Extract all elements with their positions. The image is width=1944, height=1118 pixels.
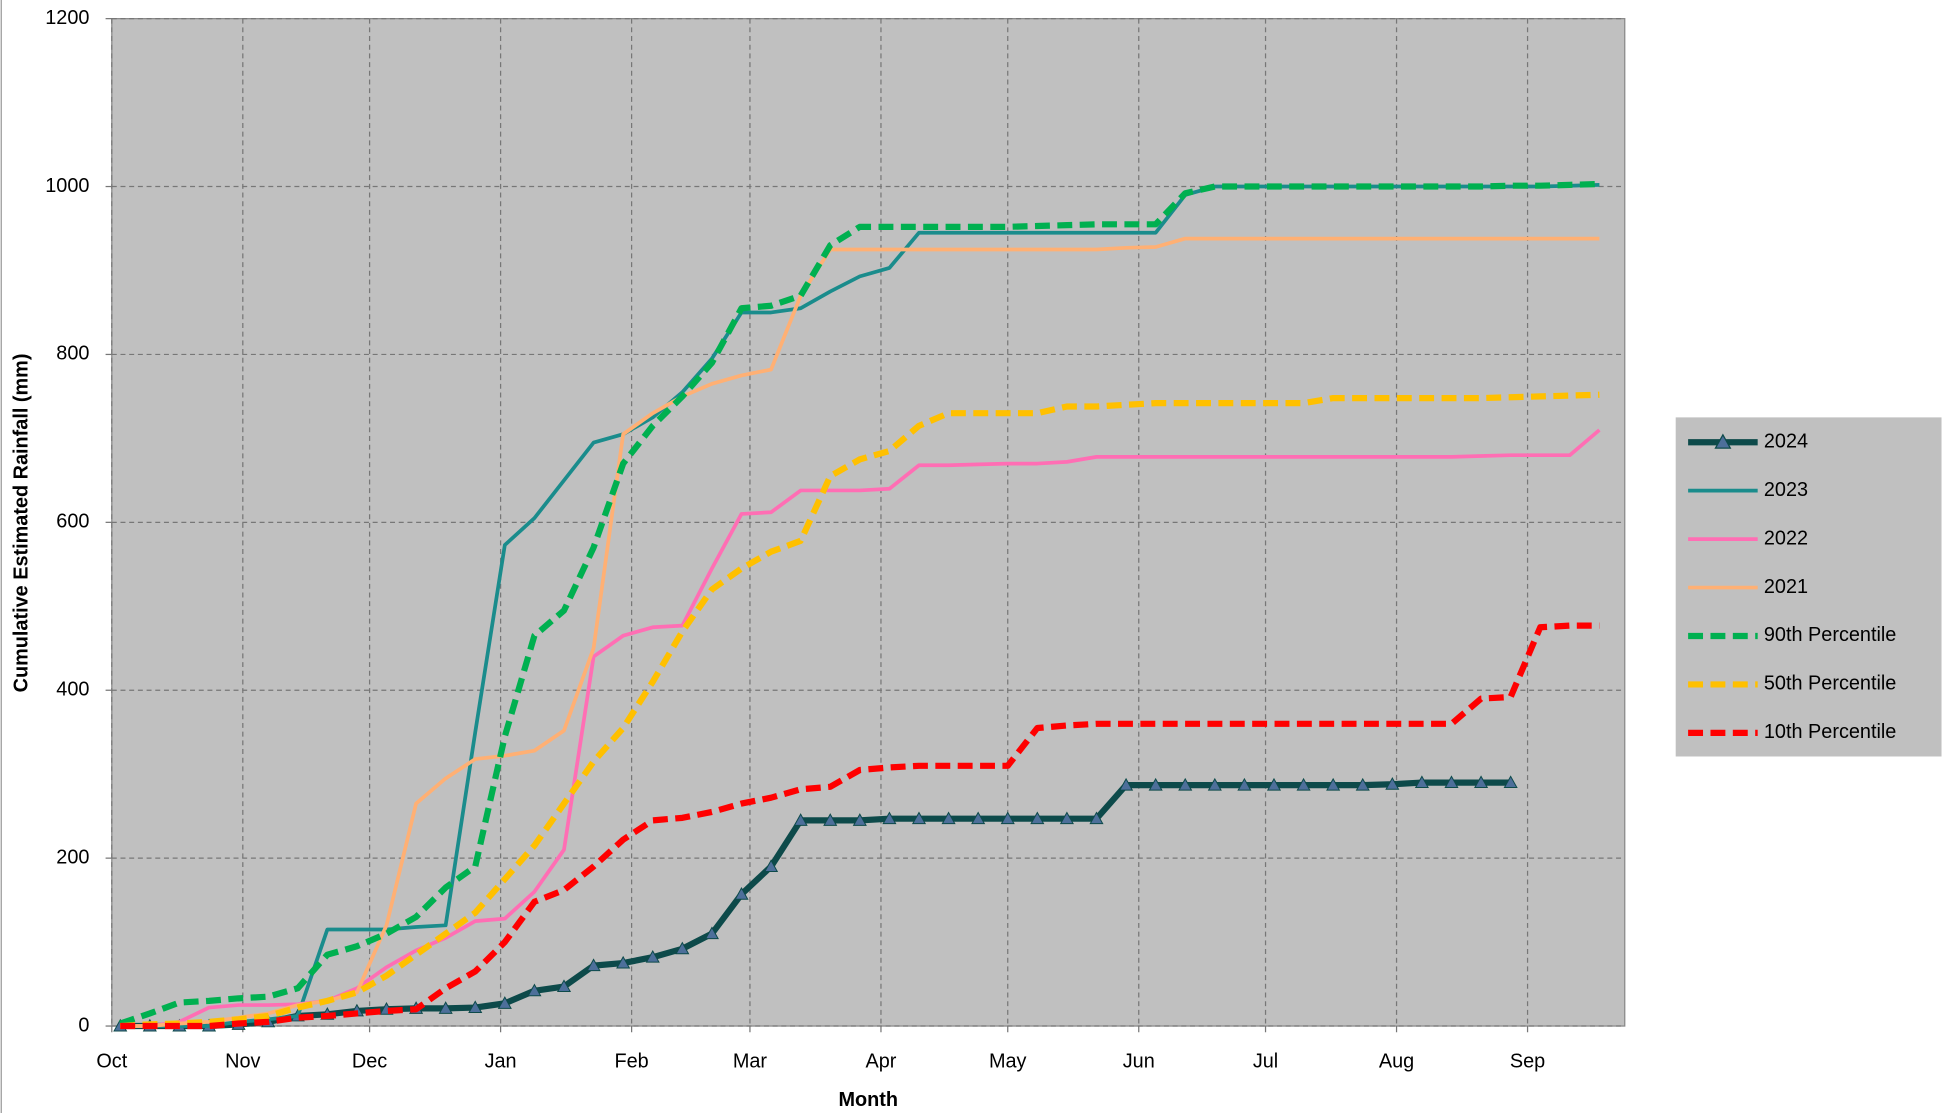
- legend-label: 50th Percentile: [1764, 673, 1896, 695]
- point-marker: [586, 958, 601, 972]
- legend: 2024 2023 2022 2021 90th Percentile 50th Perc…: [1675, 417, 1942, 757]
- series-line: [120, 622, 1600, 1030]
- point-marker: [1444, 775, 1459, 789]
- point-marker: [1474, 775, 1489, 789]
- point-marker: [1148, 777, 1163, 791]
- x-tick-label: Mar: [733, 1050, 768, 1072]
- series-line: [119, 180, 1600, 1027]
- point-marker: [675, 941, 690, 955]
- y-tick-label: 200: [56, 846, 89, 868]
- point-marker: [616, 955, 631, 969]
- x-tick-label: Dec: [352, 1050, 387, 1072]
- legend-marker: [1714, 433, 1732, 449]
- point-marker: [911, 811, 927, 825]
- point-marker: [1237, 777, 1252, 791]
- point-marker: [645, 949, 660, 963]
- point-marker: [793, 813, 808, 826]
- point-marker: [556, 979, 572, 993]
- legend-label: 2021: [1764, 576, 1808, 598]
- legend-label: 2022: [1764, 527, 1808, 549]
- point-marker: [882, 811, 897, 825]
- y-tick-label: 1200: [45, 7, 89, 29]
- x-tick-label: May: [989, 1050, 1027, 1072]
- point-marker: [438, 1001, 453, 1014]
- point-marker: [1178, 777, 1193, 791]
- y-axis-label: Cumulative Estimated Rainfall (mm): [11, 354, 33, 693]
- legend-label: 90th Percentile: [1764, 624, 1896, 646]
- point-marker: [1296, 777, 1311, 791]
- point-marker: [823, 813, 838, 826]
- point-marker: [941, 811, 956, 825]
- y-tick-label: 1000: [45, 175, 89, 197]
- x-tick-label: Sep: [1510, 1050, 1545, 1072]
- x-axis-label: Month: [838, 1089, 898, 1111]
- point-marker: [1207, 777, 1222, 791]
- legend-label: 2023: [1764, 479, 1808, 501]
- point-marker: [852, 813, 867, 826]
- point-marker: [1030, 811, 1045, 825]
- x-tick-label: Feb: [614, 1050, 648, 1072]
- point-marker: [1059, 811, 1074, 825]
- point-marker: [1119, 777, 1134, 791]
- point-marker: [971, 811, 986, 825]
- y-tick-label: 0: [78, 1014, 89, 1036]
- series-line: [120, 428, 1601, 1028]
- point-marker: [1326, 777, 1341, 791]
- y-tick-label: 400: [56, 678, 89, 700]
- point-marker: [1503, 775, 1518, 789]
- point-marker: [497, 996, 512, 1009]
- point-marker: [1355, 777, 1370, 791]
- series-line: [120, 236, 1600, 1028]
- legend-label: 2024: [1764, 430, 1808, 452]
- y-tick-label: 600: [56, 511, 89, 533]
- point-marker: [1385, 777, 1400, 790]
- x-tick-label: Oct: [96, 1050, 127, 1072]
- x-tick-label: Aug: [1379, 1050, 1414, 1072]
- x-tick-label: Jun: [1123, 1050, 1155, 1072]
- point-marker: [1089, 811, 1104, 825]
- point-marker: [1266, 777, 1282, 791]
- x-tick-label: Jul: [1253, 1050, 1278, 1072]
- point-marker: [527, 983, 542, 997]
- point-marker: [704, 926, 719, 940]
- series-line: [120, 391, 1600, 1030]
- legend-label: 10th Percentile: [1764, 721, 1896, 743]
- series-line: [120, 182, 1600, 1028]
- point-marker: [764, 859, 779, 873]
- point-marker: [734, 887, 749, 900]
- y-tick-label: 800: [56, 343, 89, 365]
- x-tick-label: Nov: [225, 1050, 260, 1072]
- point-marker: [1414, 775, 1429, 789]
- x-tick-label: Apr: [866, 1050, 897, 1072]
- x-tick-label: Jan: [485, 1050, 517, 1072]
- point-marker: [468, 1000, 483, 1014]
- point-marker: [1000, 811, 1015, 825]
